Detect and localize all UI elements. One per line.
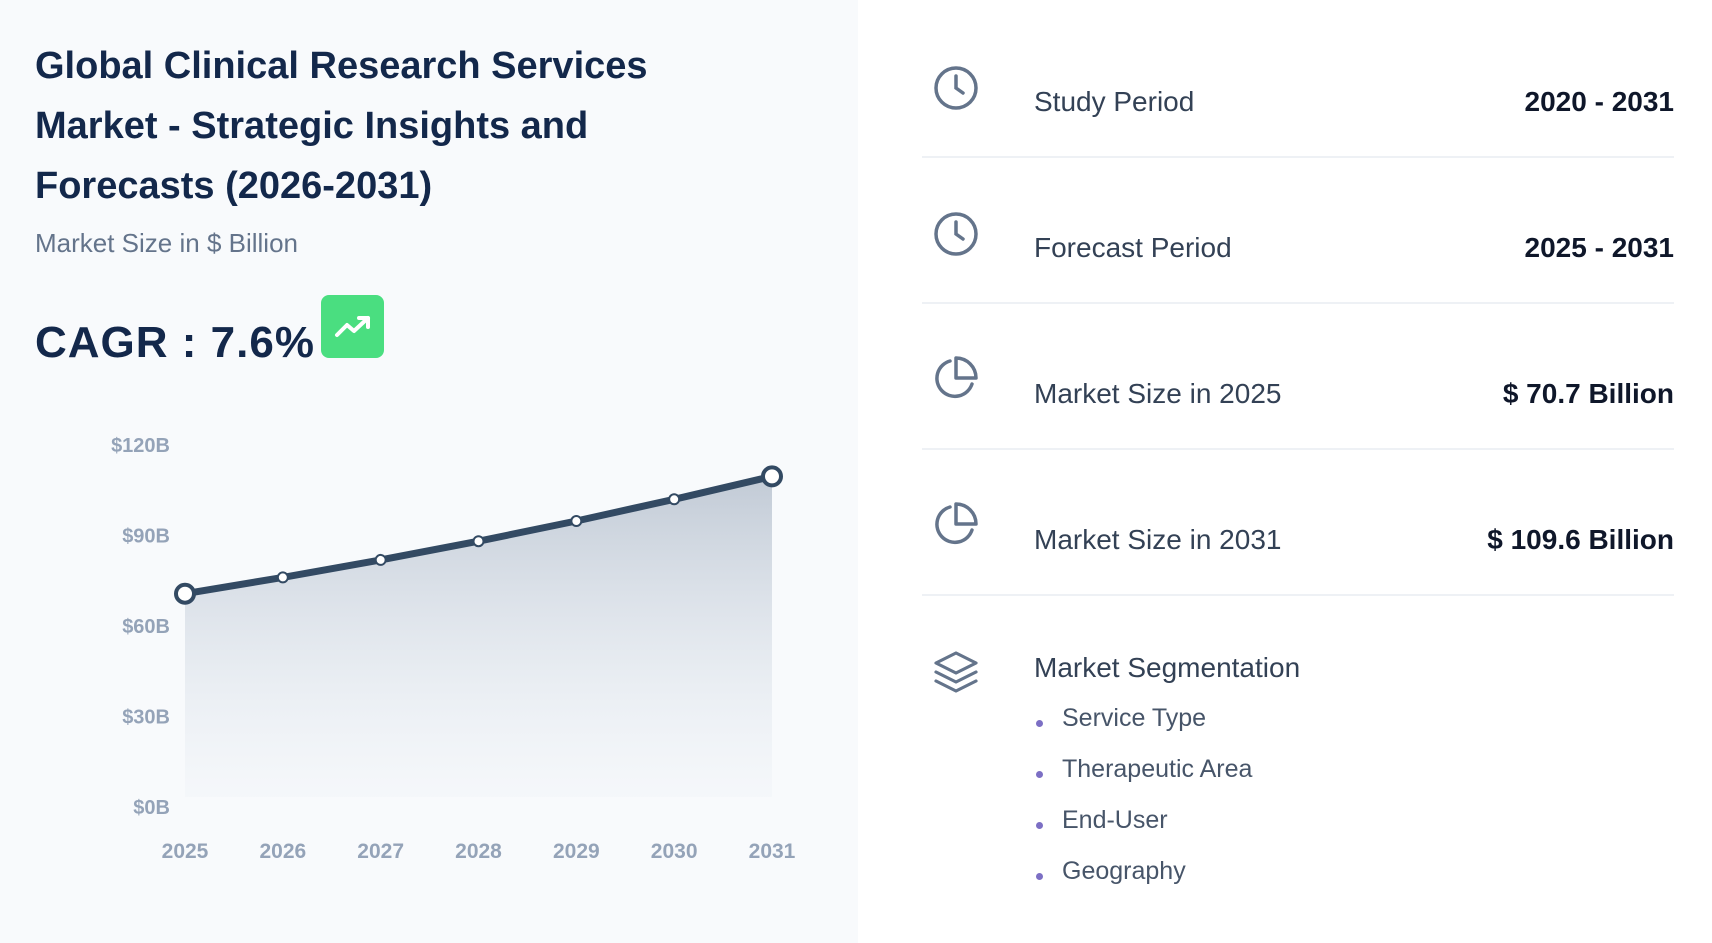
data-point [276,571,289,584]
segmentation-list: Service Type Therapeutic Area End-User G… [1034,704,1252,908]
layers-icon [934,651,978,693]
market-size-area-chart: $0B $30B $60B $90B $120B 2025 2026 2027 2028 202… [111,435,796,863]
clock-icon [934,66,978,110]
segmentation-item: Service Type [1034,704,1252,755]
page-title: Global Clinical Research Services Market… [35,45,648,207]
x-tick-label: 2025 [162,840,209,863]
data-point [374,553,387,566]
stat-value: $ 70.7 Billion [1502,378,1674,409]
pie-chart-icon [935,502,978,545]
y-tick-label: $60B [122,616,170,638]
segmentation-title: Market Segmentation [1034,652,1301,683]
cagr-value: CAGR : 7.6% [35,318,315,367]
x-tick-label: 2030 [651,840,698,863]
bullet-dot [1036,822,1043,829]
bullet-dot [1036,873,1043,880]
data-point [174,582,196,605]
stat-value: 2020 - 2031 [1524,86,1674,117]
stat-value: 2025 - 2031 [1524,232,1674,263]
y-tick-label: $120B [111,435,170,457]
clock-icon [934,212,978,256]
stat-row-forecast-period: Forecast Period 2025 - 2031 [922,158,1674,304]
bullet-dot [1036,771,1043,778]
segmentation-item: Therapeutic Area [1034,755,1252,806]
data-point [570,515,583,528]
stat-label: Market Size in 2025 [1034,378,1282,409]
segmentation-item-label: End-User [1062,806,1168,834]
segmentation-item-label: Geography [1062,857,1186,885]
data-point [472,535,485,548]
trending-up-icon [321,295,384,358]
stat-row-market-size-2031: Market Size in 2031 $ 109.6 Billion [922,450,1674,596]
bullet-dot [1036,720,1043,727]
data-point [761,465,783,488]
data-point [668,493,681,506]
x-tick-label: 2031 [749,840,796,863]
segmentation-item-label: Service Type [1062,704,1207,732]
y-tick-label: $0B [133,797,170,819]
segmentation-item-label: Therapeutic Area [1062,755,1253,783]
y-tick-label: $90B [122,526,170,548]
market-details-panel: Study Period 2020 - 2031 Forecast Period… [858,0,1712,943]
chart-area-fill [185,476,772,797]
segmentation-item: Geography [1034,857,1252,908]
x-tick-label: 2028 [455,840,502,863]
x-tick-label: 2026 [259,840,306,863]
stat-label: Study Period [1034,86,1195,117]
stat-row-market-size-2025: Market Size in 2025 $ 70.7 Billion [922,304,1674,450]
x-tick-label: 2027 [357,840,404,863]
market-summary-panel: Global Clinical Research Services Market… [35,45,796,863]
stat-value: $ 109.6 Billion [1487,524,1674,555]
segmentation-item: End-User [1034,806,1252,857]
stat-label: Forecast Period [1034,232,1232,263]
pie-chart-icon [935,356,978,399]
x-tick-label: 2029 [553,840,600,863]
y-tick-label: $30B [122,707,170,729]
market-size-unit: Market Size in $ Billion [35,228,298,258]
stat-label: Market Size in 2031 [1034,524,1282,555]
stat-row-study-period: Study Period 2020 - 2031 [922,12,1674,158]
